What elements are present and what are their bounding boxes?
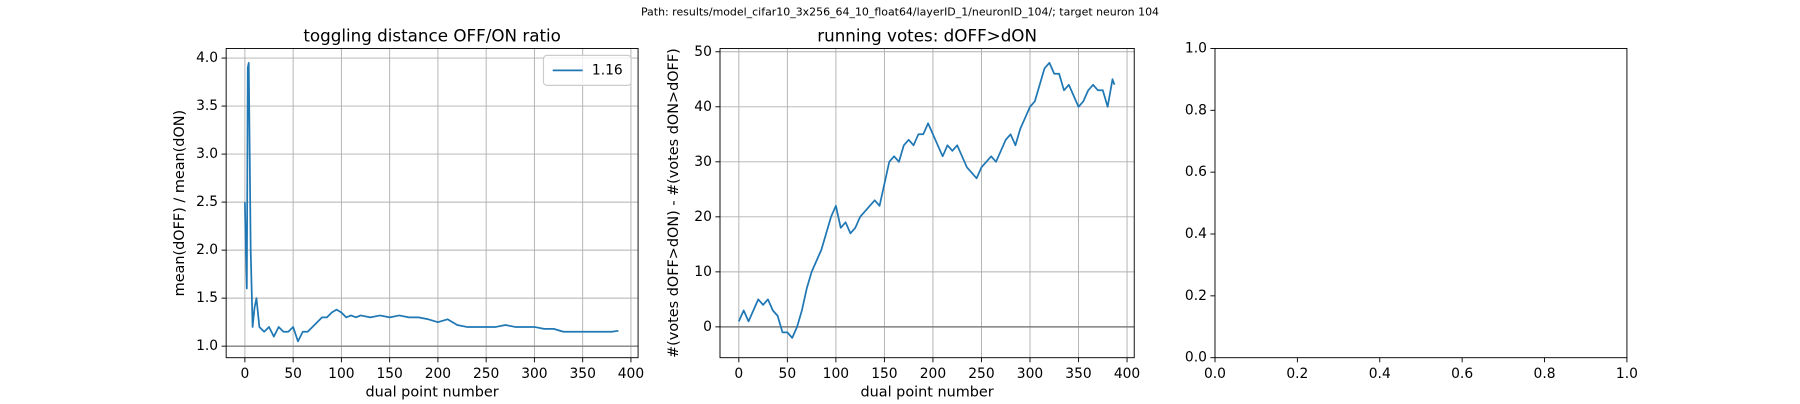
- axes-frame: [719, 47, 1135, 359]
- x-tick-label: 150: [376, 366, 402, 382]
- x-tick-label: 100: [328, 366, 354, 382]
- axes-frame: [225, 47, 639, 359]
- y-tick-label: 0.4: [1185, 226, 1207, 242]
- x-axis-label: dual point number: [366, 384, 499, 400]
- x-tick-label: 0.6: [1451, 366, 1473, 382]
- y-tick-label: 1.5: [196, 290, 218, 306]
- suptitle: Path: results/model_cifar10_3x256_64_10_…: [641, 6, 1159, 19]
- x-tick-label: 50: [284, 366, 302, 382]
- y-tick-label: 20: [694, 209, 712, 225]
- y-tick-label: 3.0: [196, 146, 218, 162]
- x-tick-label: 350: [569, 366, 595, 382]
- x-tick-label: 0.8: [1534, 366, 1556, 382]
- y-tick-label: 50: [694, 44, 712, 60]
- y-tick-label: 2.5: [196, 194, 218, 210]
- x-tick-label: 1.0: [1616, 366, 1638, 382]
- x-tick-label: 350: [1065, 366, 1091, 382]
- x-tick-label: 0.2: [1286, 366, 1308, 382]
- y-tick-label: 0.8: [1185, 102, 1207, 118]
- x-tick-label: 0: [240, 366, 249, 382]
- x-tick-label: 50: [779, 366, 797, 382]
- x-tick-label: 250: [473, 366, 499, 382]
- y-tick-label: 10: [694, 264, 712, 280]
- x-tick-label: 300: [521, 366, 547, 382]
- axes-frame: [1214, 47, 1628, 359]
- y-tick-label: 0.2: [1185, 288, 1207, 304]
- y-tick-label: 40: [694, 99, 712, 115]
- x-axis-label: dual point number: [860, 384, 993, 400]
- y-tick-label: 2.0: [196, 242, 218, 258]
- y-tick-label: 1.0: [1185, 40, 1207, 56]
- y-tick-label: 0.0: [1185, 350, 1207, 366]
- y-axis-label: #(votes dOFF>dON) - #(votes dON>dOFF): [666, 48, 682, 358]
- y-axis-label: mean(dOFF) / mean(dON): [172, 110, 188, 297]
- x-tick-label: 250: [968, 366, 994, 382]
- x-tick-label: 200: [920, 366, 946, 382]
- x-tick-label: 400: [1114, 366, 1140, 382]
- x-tick-label: 150: [871, 366, 897, 382]
- legend-label: 1.16: [592, 62, 623, 78]
- x-tick-label: 100: [823, 366, 849, 382]
- legend-box: [542, 54, 632, 86]
- x-tick-label: 300: [1017, 366, 1043, 382]
- x-tick-label: 0: [734, 366, 743, 382]
- data-line: [738, 61, 1116, 339]
- x-tick-label: 0.0: [1204, 366, 1226, 382]
- y-tick-label: 0.6: [1185, 164, 1207, 180]
- y-tick-label: 30: [694, 154, 712, 170]
- chart-title: toggling distance OFF/ON ratio: [303, 25, 561, 45]
- x-tick-label: 200: [425, 366, 451, 382]
- x-tick-label: 0.4: [1369, 366, 1391, 382]
- x-tick-label: 400: [618, 366, 644, 382]
- chart-title: running votes: dOFF>dON: [817, 25, 1037, 45]
- y-tick-label: 4.0: [196, 50, 218, 66]
- y-tick-label: 0: [703, 319, 712, 335]
- y-tick-label: 1.0: [196, 338, 218, 354]
- y-tick-label: 3.5: [196, 98, 218, 114]
- data-line: [244, 61, 619, 343]
